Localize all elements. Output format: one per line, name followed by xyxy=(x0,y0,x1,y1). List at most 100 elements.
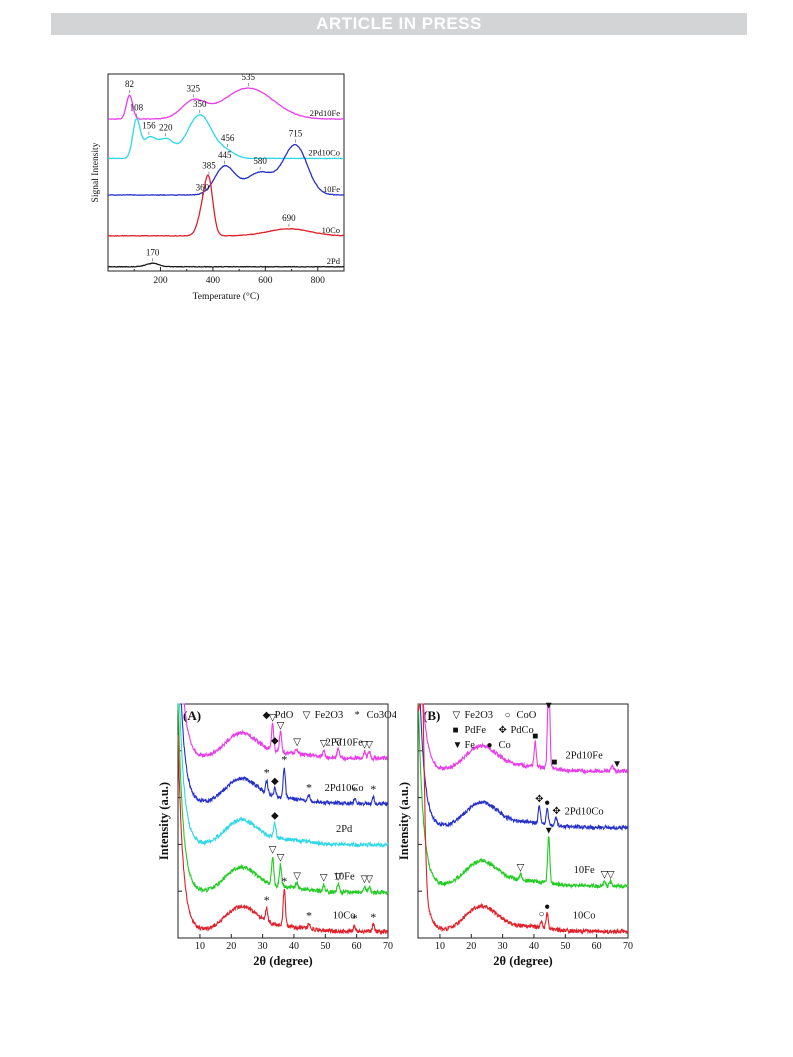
xrd-b-series-2pd10fe xyxy=(418,703,629,775)
xrd-a-phase-marker: ▽ xyxy=(293,737,301,748)
tpr-series-10co xyxy=(107,174,345,237)
tpr-x-axis-label: Temperature (°C) xyxy=(193,291,260,302)
xrd-a-phase-marker: ◆ xyxy=(271,810,279,821)
xrd-a-legend-label: Fe2O3 xyxy=(315,710,344,721)
xrd-b-plot-frame xyxy=(417,703,629,939)
xrd-b-phase-marker: ■ xyxy=(551,757,557,768)
xrd-b-legend-label: Fe2O3 xyxy=(464,710,493,721)
tpr-x-tick-label: 600 xyxy=(258,276,273,286)
xrd-b-x-tick-label: 30 xyxy=(498,941,508,952)
xrd-b-phase-marker: ● xyxy=(544,901,550,912)
xrd-a-curve-label-10fe: 10Fe xyxy=(334,872,355,883)
xrd-b-phase-marker: ● xyxy=(544,797,550,808)
xrd-a-phase-marker: * xyxy=(352,911,358,925)
xrd-a-x-tick-label: 20 xyxy=(226,941,236,952)
xrd-a-legend-marker: * xyxy=(355,710,360,721)
xrd-b-x-tick-label: 10 xyxy=(435,941,445,952)
tpr-curve-label-2pd: 2Pd xyxy=(327,256,341,266)
xrd-a-phase-marker: * xyxy=(281,753,287,767)
xrd-b-legend-label: PdCo xyxy=(510,725,533,736)
xrd-b-legend-marker: ○ xyxy=(504,710,510,721)
xrd-b-series-10co xyxy=(417,703,629,935)
xrd-a-phase-marker: ▽ xyxy=(269,712,277,723)
xrd-b-x-tick-label: 60 xyxy=(592,941,602,952)
tpr-peak-label: 715 xyxy=(289,129,303,139)
xrd-a-series-10co xyxy=(177,735,389,936)
xrd-a-phase-marker: * xyxy=(281,874,287,888)
tpr-curve-label-2pd10co: 2Pd10Co xyxy=(308,147,340,157)
xrd-a-legend-label: PdO xyxy=(275,710,294,721)
xrd-a-x-tick-label: 40 xyxy=(289,941,299,952)
xrd-a-phase-marker: ▽ xyxy=(334,871,342,882)
xrd-b-legend-marker: ▽ xyxy=(452,710,460,721)
xrd-b-phase-marker: ■ xyxy=(532,731,538,742)
xrd-a-curve-label-2pd: 2Pd xyxy=(336,824,353,835)
xrd-a-x-tick-label: 30 xyxy=(258,941,268,952)
xrd-b-legend-label: Fe xyxy=(464,740,475,751)
xrd-a-legend-marker: ◆ xyxy=(263,710,271,721)
tpr-peak-label: 385 xyxy=(202,161,216,171)
xrd-b-phase-marker: ▽ xyxy=(601,870,609,881)
xrd-b-curve-label-10co: 10Co xyxy=(573,911,596,922)
xrd-a-curve-label-2pd10co: 2Pd10Co xyxy=(325,783,364,794)
xrd-a-series-2pd xyxy=(178,703,389,848)
xrd-a-phase-marker: ▽ xyxy=(269,844,277,855)
xrd-a-x-tick-label: 50 xyxy=(320,941,330,952)
xrd-a-phase-marker: * xyxy=(352,783,358,797)
tpr-series-2pd10fe xyxy=(107,87,345,121)
xrd-a-phase-marker: ▽ xyxy=(293,871,301,882)
xrd-b-x-tick-label: 20 xyxy=(466,941,476,952)
xrd-b-x-tick-label: 40 xyxy=(529,941,539,952)
tpr-x-tick-label: 400 xyxy=(206,276,221,286)
xrd-a-phase-marker: * xyxy=(306,908,312,922)
xrd-a-series-10fe xyxy=(177,703,389,896)
xrd-b-phase-marker: ▽ xyxy=(607,870,615,881)
xrd-a-phase-marker: ▽ xyxy=(361,874,369,885)
xrd-b-phase-marker: ✥ xyxy=(552,806,560,817)
xrd-a-x-axis-label: 2θ (degree) xyxy=(253,954,312,968)
tpr-peak-label: 220 xyxy=(159,122,173,132)
xrd-a-legend-label: Co3O4 xyxy=(367,710,396,721)
xrd-a-panel-label: (A) xyxy=(183,708,201,723)
tpr-peak-label: 445 xyxy=(218,150,232,160)
xrd-a-plot-frame xyxy=(177,703,389,939)
tpr-peak-label: 108 xyxy=(130,103,144,113)
xrd-b-x-tick-label: 50 xyxy=(560,941,570,952)
xrd-a-x-tick-label: 60 xyxy=(352,941,362,952)
tpr-plot-frame xyxy=(107,73,345,272)
xrd-b-phase-marker: ▼ xyxy=(612,759,622,770)
xrd-a-phase-marker: * xyxy=(370,782,376,796)
xrd-a-phase-marker: ▽ xyxy=(365,874,373,885)
xrd-a-x-tick-label: 10 xyxy=(195,941,205,952)
xrd-a-phase-marker: ▽ xyxy=(320,738,328,749)
xrd-a-phase-marker: ▽ xyxy=(361,740,369,751)
xrd-a-y-axis-label: Intensity (a.u.) xyxy=(157,782,171,860)
xrd-a-phase-marker: * xyxy=(264,765,270,779)
xrd-b-y-axis-label: Intensity (a.u.) xyxy=(397,782,411,860)
xrd-a-phase-marker: ◆ xyxy=(271,776,279,787)
xrd-b-phase-marker: ▽ xyxy=(517,863,525,874)
tpr-peak-label: 350 xyxy=(193,99,207,109)
tpr-chart: 200 400 600 800 Temperature (°C) Signal Inten… xyxy=(91,72,345,302)
xrd-b-x-axis-label: 2θ (degree) xyxy=(493,954,552,968)
xrd-b-phase-marker: ▼ xyxy=(544,701,554,712)
tpr-peak-label: 156 xyxy=(142,121,156,131)
tpr-peak-label: 325 xyxy=(186,83,200,93)
article-in-press-banner: ARTICLE IN PRESS xyxy=(51,13,747,35)
xrd-a-phase-marker: * xyxy=(264,893,270,907)
xrd-a-phase-marker: ▽ xyxy=(277,853,285,864)
xrd-b-legend-marker: ● xyxy=(486,740,492,751)
xrd-a-x-tick-label: 70 xyxy=(383,941,393,952)
xrd-b-series-2pd10co xyxy=(418,703,629,832)
xrd-a-phase-marker: * xyxy=(370,910,376,924)
tpr-curve-label-10fe: 10Fe xyxy=(323,184,340,194)
tpr-peak-label: 535 xyxy=(242,72,256,82)
xrd-a-phase-marker: ▽ xyxy=(365,740,373,751)
xrd-a-series-2pd10co xyxy=(178,703,389,808)
tpr-peak-label: 82 xyxy=(125,79,134,89)
xrd-a-phase-marker: ▽ xyxy=(334,737,342,748)
xrd-b-legend-marker: ▼ xyxy=(452,740,462,751)
xrd-b-phase-marker: ▼ xyxy=(544,826,554,837)
xrd-a-curve-label-10co: 10Co xyxy=(333,911,356,922)
xrd-b-legend-label: CoO xyxy=(516,710,536,721)
